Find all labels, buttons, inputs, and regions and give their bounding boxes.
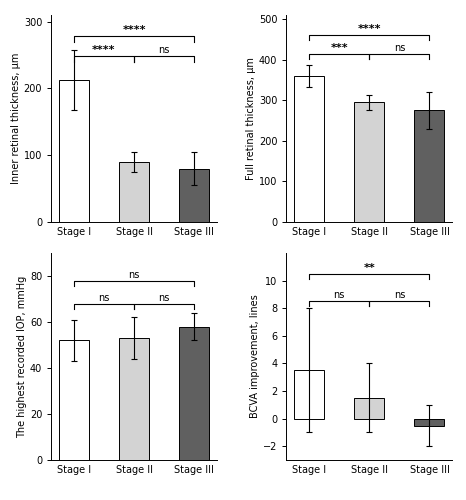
Bar <box>294 370 324 418</box>
Text: ns: ns <box>158 292 170 302</box>
Bar <box>179 326 209 460</box>
Y-axis label: Inner retinal thickness, μm: Inner retinal thickness, μm <box>11 53 21 184</box>
Y-axis label: The highest recorded IOP, mmHg: The highest recorded IOP, mmHg <box>17 276 27 438</box>
Bar <box>414 110 445 222</box>
Bar <box>414 418 445 426</box>
Text: ns: ns <box>98 292 110 302</box>
Text: **: ** <box>363 262 375 272</box>
Text: ****: **** <box>357 24 381 34</box>
Text: ****: **** <box>92 46 116 56</box>
Text: B: B <box>363 268 375 282</box>
Bar <box>119 338 149 460</box>
Bar <box>179 168 209 222</box>
Text: ***: *** <box>330 42 348 52</box>
Text: ns: ns <box>394 290 405 300</box>
Bar <box>59 80 89 222</box>
Bar <box>59 340 89 460</box>
Text: ns: ns <box>394 42 405 52</box>
Text: ns: ns <box>158 46 170 56</box>
Text: ns: ns <box>128 270 140 280</box>
Text: ns: ns <box>333 290 345 300</box>
Bar <box>294 76 324 222</box>
Bar <box>354 102 384 222</box>
Text: ****: **** <box>122 26 146 36</box>
Bar <box>119 162 149 222</box>
Bar <box>354 398 384 418</box>
Y-axis label: Full retinal thickness, μm: Full retinal thickness, μm <box>246 57 256 180</box>
Y-axis label: BCVA improvement, lines: BCVA improvement, lines <box>250 294 260 418</box>
Text: A: A <box>128 268 140 282</box>
